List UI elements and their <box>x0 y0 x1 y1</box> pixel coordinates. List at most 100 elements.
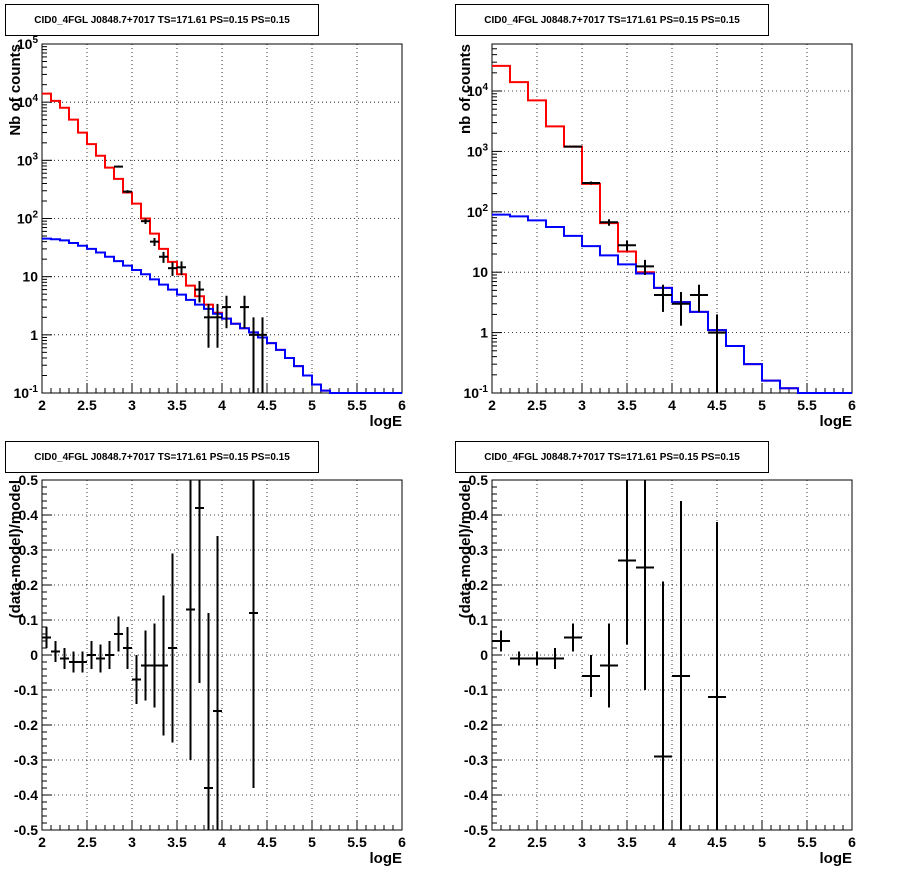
data-point <box>672 501 690 830</box>
y-tick-label: 0 <box>30 647 38 663</box>
x-tick-label: 5 <box>758 397 766 413</box>
y-tick-label: 0.3 <box>469 542 489 558</box>
data-point <box>618 480 636 645</box>
y-tick-label: 0.4 <box>19 507 39 523</box>
y-tick-label: 1 <box>30 327 38 343</box>
x-tick-label: 6 <box>848 834 856 850</box>
residual-panel-left: 2 2.5 3 3.5 4 4.5 5 5.5 6 -0.5 -0.4 -0.3 -0.2 -0.1 0 0.… <box>7 472 406 867</box>
data-point <box>672 292 690 326</box>
data-point <box>222 295 231 329</box>
x-tick-label: 3.5 <box>617 397 637 413</box>
x-tick-label: 6 <box>398 834 406 850</box>
data-point <box>213 536 222 830</box>
data-point <box>69 651 78 673</box>
data-point <box>528 651 546 666</box>
data-point <box>195 480 204 683</box>
data-point <box>654 284 672 312</box>
x-tick-label: 3 <box>128 834 136 850</box>
y-tick-label: 0.4 <box>469 507 489 523</box>
x-tick-label: 3.5 <box>167 397 187 413</box>
data-point <box>132 655 141 704</box>
y-tick-label: 102 <box>467 203 489 220</box>
y-tick-label: -0.3 <box>14 752 38 768</box>
x-tick-label: 4.5 <box>707 397 727 413</box>
data-point <box>249 480 258 788</box>
x-tick-label: 3 <box>578 397 586 413</box>
chart-title: CID0_4FGL J0848.7+7017 TS=171.61 PS=0.15… <box>5 4 319 36</box>
data-point <box>123 190 132 194</box>
y-tick-label: 10 <box>22 269 38 285</box>
data-point <box>654 581 672 830</box>
y-tick-label: 103 <box>17 151 39 168</box>
data-point <box>177 261 186 275</box>
data-point <box>213 303 222 348</box>
y-tick-label: 0.1 <box>19 612 39 628</box>
y-tick-label: -0.4 <box>14 787 38 803</box>
x-tick-label: 4 <box>668 834 676 850</box>
data-point <box>114 165 123 168</box>
y-tick-label: 10 <box>472 264 488 280</box>
counts-panel-left: 2 2.5 3 3.5 4 4.5 5 5.5 6 10-1 1 10 102 103 104 105 logE… <box>7 35 406 430</box>
x-tick-label: 6 <box>398 397 406 413</box>
x-tick-label: 4.5 <box>707 834 727 850</box>
x-tick-label: 3 <box>578 834 586 850</box>
y-tick-label: -0.5 <box>14 822 38 838</box>
data-point <box>618 240 636 251</box>
y-tick-label: 0.2 <box>469 577 489 593</box>
x-tick-label: 6 <box>848 397 856 413</box>
y-axis-label: Nb of counts <box>7 44 24 136</box>
y-tick-label: -0.5 <box>464 822 488 838</box>
data-point <box>510 651 528 666</box>
data-point <box>708 522 726 830</box>
data-point <box>60 648 69 669</box>
data-point <box>636 259 654 275</box>
data-point <box>159 251 168 263</box>
data-point <box>123 627 132 669</box>
y-tick-label: 0.5 <box>469 472 489 488</box>
x-tick-label: 2 <box>38 834 46 850</box>
x-tick-label: 2.5 <box>77 397 97 413</box>
series-1-line <box>42 237 402 394</box>
y-tick-label: 0 <box>480 647 488 663</box>
y-tick-label: 105 <box>17 35 39 52</box>
y-tick-label: 0.2 <box>19 577 39 593</box>
y-tick-label: 0.3 <box>19 542 39 558</box>
data-point <box>240 295 249 329</box>
x-tick-label: 5.5 <box>347 397 367 413</box>
data-point <box>600 219 618 226</box>
chart-title: CID0_4FGL J0848.7+7017 TS=171.61 PS=0.15… <box>455 441 769 473</box>
x-tick-label: 2 <box>38 397 46 413</box>
data-point <box>600 623 618 708</box>
data-point <box>51 641 60 662</box>
chart-title: CID0_4FGL J0848.7+7017 TS=171.61 PS=0.15… <box>455 4 769 36</box>
data-point <box>492 630 510 652</box>
x-tick-label: 4 <box>218 397 226 413</box>
y-tick-label: 0.5 <box>19 472 39 488</box>
y-tick-label: 104 <box>467 82 489 99</box>
chart-title: CID0_4FGL J0848.7+7017 TS=171.61 PS=0.15… <box>5 441 319 473</box>
data-point <box>150 237 159 246</box>
y-tick-label: 0.1 <box>469 612 489 628</box>
x-tick-label: 4.5 <box>257 397 277 413</box>
data-point <box>105 641 114 669</box>
x-tick-label: 5.5 <box>347 834 367 850</box>
data-point <box>546 648 564 669</box>
x-tick-label: 3 <box>128 397 136 413</box>
data-point <box>582 655 600 697</box>
x-axis-label: logE <box>370 850 403 867</box>
data-point <box>150 623 159 708</box>
data-point <box>708 314 726 393</box>
x-tick-label: 3.5 <box>617 834 637 850</box>
y-tick-label: -0.3 <box>464 752 488 768</box>
y-tick-label: 104 <box>17 93 39 110</box>
y-tick-label: 1 <box>480 325 488 341</box>
y-tick-label: 103 <box>467 142 489 159</box>
y-tick-label: 10-1 <box>464 384 489 401</box>
x-tick-label: 4.5 <box>257 834 277 850</box>
data-point <box>564 145 582 148</box>
y-axis-label: (data-model)/model <box>457 480 474 618</box>
data-point <box>636 480 654 690</box>
x-axis-label: logE <box>820 413 853 430</box>
data-point <box>42 627 51 648</box>
